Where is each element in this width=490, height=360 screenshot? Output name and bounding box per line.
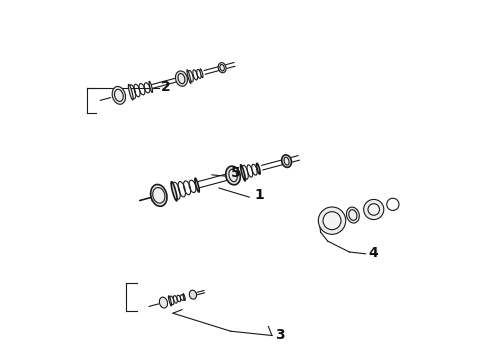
Ellipse shape [159,297,168,308]
Ellipse shape [112,86,125,104]
Ellipse shape [189,290,196,299]
Text: 2: 2 [160,80,170,94]
Ellipse shape [284,157,289,165]
Ellipse shape [346,207,359,223]
Text: 4: 4 [368,246,378,260]
Ellipse shape [153,188,165,203]
Ellipse shape [349,210,357,220]
Circle shape [323,212,341,230]
Ellipse shape [229,169,237,182]
Ellipse shape [149,81,152,93]
Ellipse shape [128,84,133,100]
Ellipse shape [256,163,260,174]
Ellipse shape [187,70,191,84]
Ellipse shape [241,165,245,181]
Text: 3: 3 [275,328,285,342]
Circle shape [368,204,379,215]
Ellipse shape [150,184,167,206]
Ellipse shape [220,64,224,71]
Ellipse shape [115,89,123,102]
Circle shape [364,199,384,220]
Ellipse shape [200,69,203,78]
Ellipse shape [175,71,188,86]
Ellipse shape [183,294,185,301]
Ellipse shape [226,166,240,185]
Ellipse shape [171,182,177,201]
Text: 5: 5 [231,166,241,180]
Ellipse shape [195,178,199,192]
Circle shape [318,207,345,234]
Ellipse shape [169,296,171,306]
Ellipse shape [178,73,185,84]
Text: 1: 1 [255,188,265,202]
Ellipse shape [282,155,292,167]
Ellipse shape [218,63,226,73]
